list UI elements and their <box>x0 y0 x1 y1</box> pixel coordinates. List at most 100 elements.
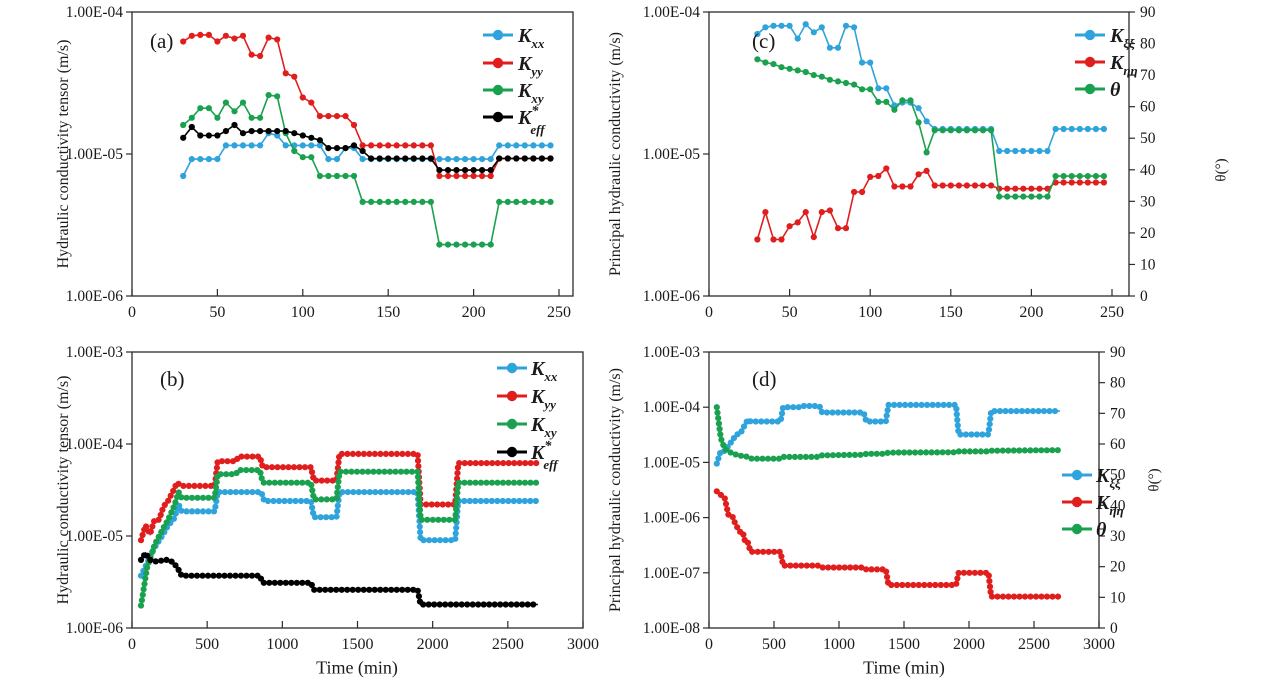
right-tick-label: 20 <box>1110 559 1126 576</box>
x-tick-label: 200 <box>1019 304 1043 321</box>
panel-label-d: (d) <box>752 367 777 391</box>
y-axis-title-c: Principal hydraulic conductivity (m/s) <box>607 32 624 276</box>
x-axis-c: 0 50 100 150 200 250 <box>705 289 1124 321</box>
series-Ketaeta-c <box>754 165 1107 243</box>
x-tick-label: 2000 <box>953 636 985 653</box>
right-tick-label: 50 <box>1140 130 1156 147</box>
right-tick-label: 70 <box>1110 405 1126 422</box>
right-tick-label: 20 <box>1140 225 1156 242</box>
x-tick-label: 150 <box>939 304 963 321</box>
x-tick-label: 3000 <box>567 636 599 653</box>
legend-item-Keff: K* eff <box>497 439 559 472</box>
legend-item-Kxy: Kxy <box>497 414 557 440</box>
y-axis-title-a: Hydraulic conductivity tensor (m/s) <box>55 39 72 269</box>
plot-frame-a <box>131 11 574 297</box>
x-tick-label: 1000 <box>266 636 298 653</box>
legend-label: θ <box>1110 79 1121 101</box>
x-tick-label: 0 <box>128 636 136 653</box>
legend-item-Kxy: Kxy <box>483 80 544 106</box>
x-tick-label: 3000 <box>1083 636 1115 653</box>
series-Ketaeta-d <box>713 488 1062 600</box>
right-tick-label: 0 <box>1110 620 1118 637</box>
y-tick-label: 1.00E-03 <box>66 344 124 361</box>
panel-label-c: (c) <box>752 29 775 53</box>
legend-label: K* eff <box>517 104 546 137</box>
legend-label: Kxx <box>530 358 558 384</box>
x-tick-label: 50 <box>782 304 798 321</box>
x-axis-d: 0 500 1000 1500 2000 2500 3000 <box>705 621 1115 653</box>
x-tick-label: 250 <box>1100 304 1124 321</box>
series-Kxy-b <box>137 467 540 609</box>
legend-label: Kxy <box>530 414 557 440</box>
legend-item-Kxixi: Kξξ <box>1075 25 1135 51</box>
y-axis-a: 1.00E-04 1.00E-05 1.00E-06 <box>66 4 132 305</box>
legend-label: Kξξ <box>1109 25 1135 51</box>
series-theta-d <box>713 404 1061 462</box>
plot-frame-c <box>708 11 1130 297</box>
x-tick-label: 200 <box>462 304 486 321</box>
y-tick-label: 1.00E-06 <box>66 288 124 305</box>
y-tick-label: 1.00E-05 <box>66 146 124 163</box>
y-tick-label: 1.00E-04 <box>66 4 124 21</box>
legend-item-Kyy: Kyy <box>497 386 556 412</box>
legend-label: Kyy <box>530 386 556 412</box>
legend-item-Ketaeta: Kηη <box>1062 492 1124 518</box>
right-tick-label: 90 <box>1110 344 1126 361</box>
y-tick-label: 1.00E-07 <box>643 565 701 582</box>
legend-label: Kyy <box>517 53 543 79</box>
legend-label: θ <box>1096 519 1107 541</box>
right-tick-label: 90 <box>1140 4 1156 21</box>
y-tick-label: 1.00E-06 <box>66 620 124 637</box>
chart-panel-a: 0 50 100 150 200 250 1.00E-04 1.00E-05 1.00E-06 (… <box>66 4 574 321</box>
legend-item-theta: θ <box>1075 79 1121 101</box>
x-tick-label: 100 <box>291 304 315 321</box>
y-tick-label: 1.00E-05 <box>66 528 124 545</box>
y-tick-label: 1.00E-08 <box>643 620 701 637</box>
legend-item-Kyy: Kyy <box>483 53 543 79</box>
x-axis-b: 0 500 1000 1500 2000 2500 3000 <box>128 621 599 653</box>
x-axis-a: 0 50 100 150 200 250 <box>128 289 571 321</box>
series-Kxixi-d <box>713 401 1060 467</box>
x-tick-label: 500 <box>762 636 786 653</box>
x-tick-label: 2500 <box>492 636 524 653</box>
y-tick-label: 1.00E-04 <box>66 436 124 453</box>
right-tick-label: 10 <box>1140 256 1156 273</box>
y-axis-b: 1.00E-03 1.00E-04 1.00E-05 1.00E-06 <box>66 344 132 637</box>
right-tick-label: 40 <box>1140 162 1156 179</box>
x-tick-label: 500 <box>195 636 219 653</box>
series-Keff-a <box>180 121 554 174</box>
y-axis-d: 1.00E-03 1.00E-04 1.00E-05 1.00E-06 1.00E-07… <box>643 344 709 637</box>
series-Kxixi-c <box>754 21 1107 155</box>
right-tick-label: 80 <box>1140 36 1156 53</box>
x-tick-label: 2500 <box>1018 636 1050 653</box>
panel-label-b: (b) <box>160 367 185 391</box>
legend-label: K* eff <box>530 439 559 472</box>
x-tick-label: 50 <box>209 304 225 321</box>
x-tick-label: 1500 <box>342 636 374 653</box>
chart-panel-d: 0 500 1000 1500 2000 2500 30001.00E-031.00E-04… <box>643 344 1126 653</box>
series-theta-c <box>754 56 1107 200</box>
y-tick-label: 1.00E-06 <box>643 510 701 527</box>
y-axis-title-d: Principal hydraulic conductivity (m/s) <box>607 368 624 612</box>
right-tick-label: 60 <box>1110 436 1126 453</box>
series-Kxx-a <box>180 130 554 180</box>
legend-label: Kxy <box>517 80 544 106</box>
legend-item-Ketaeta: Kηη <box>1075 52 1138 78</box>
y-tick-label: 1.00E-05 <box>643 454 701 471</box>
right-axis-title-c: θ(°) <box>1213 158 1230 182</box>
x-tick-label: 2000 <box>417 636 449 653</box>
x-tick-label: 100 <box>858 304 882 321</box>
chart-panel-b: 0 500 1000 1500 2000 2500 3000 1.00E-03 1.00E-04… <box>66 344 599 653</box>
legend-item-Kxixi: Kξξ <box>1062 465 1121 491</box>
panel-label-a: (a) <box>150 29 173 53</box>
right-axis-title-d: θ(°) <box>1146 468 1163 492</box>
y-axis-title-b: Hydraulic conductivity tensor (m/s) <box>55 375 72 605</box>
x-tick-label: 0 <box>705 636 713 653</box>
